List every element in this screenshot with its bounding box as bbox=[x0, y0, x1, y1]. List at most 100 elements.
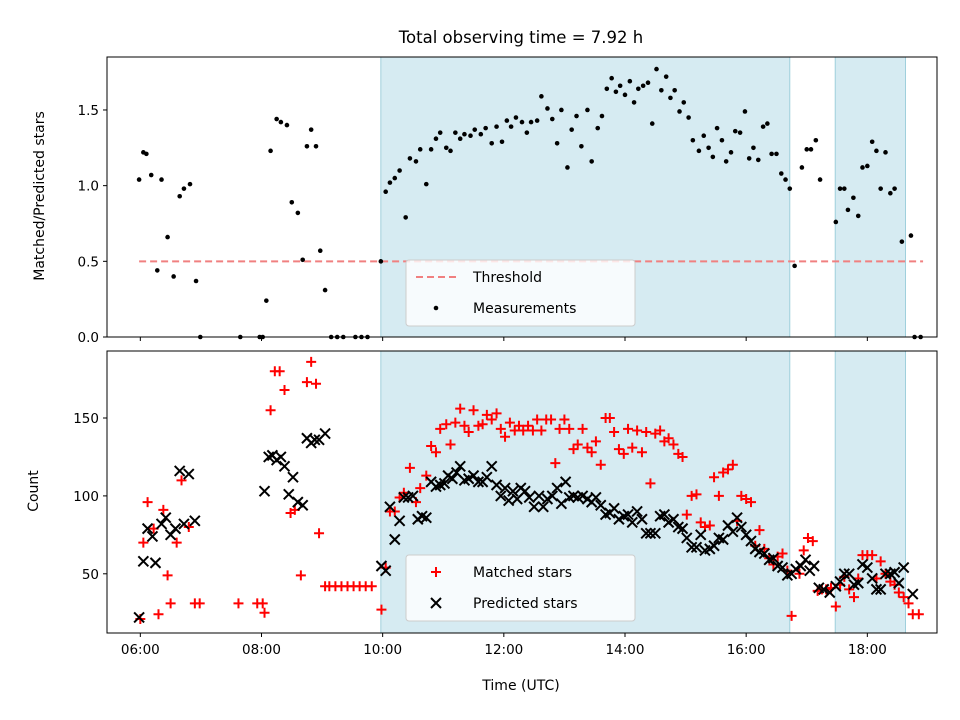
predicted-star-point bbox=[384, 501, 396, 513]
predicted-star-point bbox=[874, 583, 887, 596]
predicted-star-point bbox=[818, 583, 830, 596]
measurement-point bbox=[177, 193, 183, 199]
measurement-point bbox=[534, 118, 540, 123]
measurement-point bbox=[387, 180, 393, 185]
matched-star-point bbox=[477, 419, 488, 430]
measurement-point bbox=[869, 139, 875, 145]
matched-star-point bbox=[663, 433, 674, 444]
measurement-point bbox=[599, 113, 605, 119]
predicted-star-point bbox=[590, 491, 602, 504]
measurement-point bbox=[289, 199, 295, 205]
y-tick-label: 0.0 bbox=[78, 330, 99, 346]
predicted-star-point bbox=[717, 533, 729, 546]
predicted-star-point bbox=[189, 515, 201, 527]
measurement-point bbox=[765, 121, 770, 126]
observing-window-shade bbox=[835, 351, 906, 633]
measurement-point bbox=[746, 156, 752, 161]
measurement-point bbox=[322, 287, 328, 293]
matched-star-point bbox=[459, 420, 470, 431]
matched-star-point bbox=[550, 458, 561, 469]
predicted-star-point bbox=[528, 501, 540, 513]
matched-star-point bbox=[595, 459, 606, 470]
measurement-point bbox=[472, 127, 478, 132]
predicted-star-point bbox=[745, 535, 757, 547]
legend-box bbox=[405, 554, 636, 622]
legend-predicted-swatch bbox=[430, 597, 442, 609]
predicted-star-point bbox=[173, 465, 186, 477]
matched-star-point bbox=[641, 427, 652, 438]
predicted-star-point bbox=[546, 490, 558, 502]
predicted-star-point bbox=[160, 511, 172, 524]
measurement-point bbox=[908, 233, 914, 238]
matched-star-point bbox=[709, 472, 720, 483]
measurement-point bbox=[617, 83, 623, 89]
measurement-point bbox=[549, 116, 555, 122]
matched-star-point bbox=[366, 581, 377, 592]
x-axis-label: Time (UTC) bbox=[481, 678, 559, 694]
matched-star-point bbox=[686, 490, 697, 501]
measurement-point bbox=[499, 139, 505, 145]
measurement-point bbox=[403, 215, 408, 220]
matched-star-point bbox=[913, 609, 924, 620]
predicted-star-point bbox=[695, 529, 707, 541]
predicted-star-point bbox=[551, 482, 563, 494]
matched-star-point bbox=[445, 439, 456, 450]
predicted-star-point bbox=[438, 477, 451, 490]
predicted-star-point bbox=[486, 460, 498, 473]
matched-star-point bbox=[426, 441, 437, 452]
y-tick-label: 1.0 bbox=[78, 179, 99, 195]
measurement-point bbox=[504, 118, 510, 123]
matched-star-point bbox=[668, 439, 679, 450]
matched-star-point bbox=[138, 537, 149, 548]
measurement-point bbox=[453, 130, 458, 135]
matched-star-point bbox=[777, 548, 788, 559]
predicted-star-point bbox=[141, 522, 154, 535]
matched-star-point bbox=[798, 545, 809, 556]
measurement-point bbox=[478, 131, 484, 137]
predicted-star-point bbox=[502, 494, 515, 507]
measurement-point bbox=[609, 75, 614, 81]
measurement-point bbox=[448, 148, 453, 154]
matched-star-point bbox=[623, 423, 634, 434]
matched-star-point bbox=[486, 414, 497, 425]
measurement-point bbox=[817, 177, 823, 182]
predicted-star-point bbox=[169, 522, 182, 535]
predicted-star-point bbox=[622, 508, 634, 521]
matched-star-point bbox=[441, 419, 452, 430]
predicted-star-point bbox=[866, 572, 878, 585]
predicted-star-point bbox=[287, 471, 299, 483]
predicted-star-point bbox=[398, 491, 410, 504]
predicted-star-point bbox=[275, 451, 287, 463]
matched-star-point bbox=[867, 550, 878, 561]
measurement-point bbox=[813, 137, 819, 143]
measurement-point bbox=[317, 248, 323, 254]
measurement-point bbox=[304, 143, 310, 149]
measurement-point bbox=[428, 147, 434, 152]
predicted-star-point bbox=[649, 527, 661, 539]
predicted-star-point bbox=[454, 460, 466, 473]
matched-star-point bbox=[691, 489, 702, 500]
x-tick-label: 16:00 bbox=[727, 642, 766, 658]
chart-title: Total observing time = 7.92 h bbox=[398, 28, 643, 47]
measurement-point bbox=[193, 278, 199, 284]
matched-star-point bbox=[849, 592, 859, 603]
predicted-star-point bbox=[296, 499, 309, 511]
matched-star-point bbox=[165, 598, 176, 609]
matched-star-point bbox=[523, 420, 534, 431]
predicted-star-point bbox=[608, 502, 620, 515]
predicted-star-point bbox=[495, 490, 507, 502]
predicted-star-point bbox=[559, 476, 572, 488]
matched-star-point bbox=[746, 497, 757, 508]
measurement-point bbox=[489, 140, 495, 146]
predicted-star-point bbox=[258, 485, 271, 497]
predicted-star-point bbox=[309, 434, 321, 446]
predicted-star-point bbox=[776, 561, 789, 574]
predicted-star-point bbox=[893, 577, 905, 589]
measurement-point bbox=[284, 122, 290, 128]
measurement-point bbox=[148, 172, 154, 178]
measurement-point bbox=[723, 159, 729, 164]
measurement-point bbox=[842, 186, 847, 191]
matched-star-point bbox=[577, 423, 588, 434]
predicted-star-point bbox=[472, 476, 485, 488]
measurement-point bbox=[690, 137, 696, 143]
